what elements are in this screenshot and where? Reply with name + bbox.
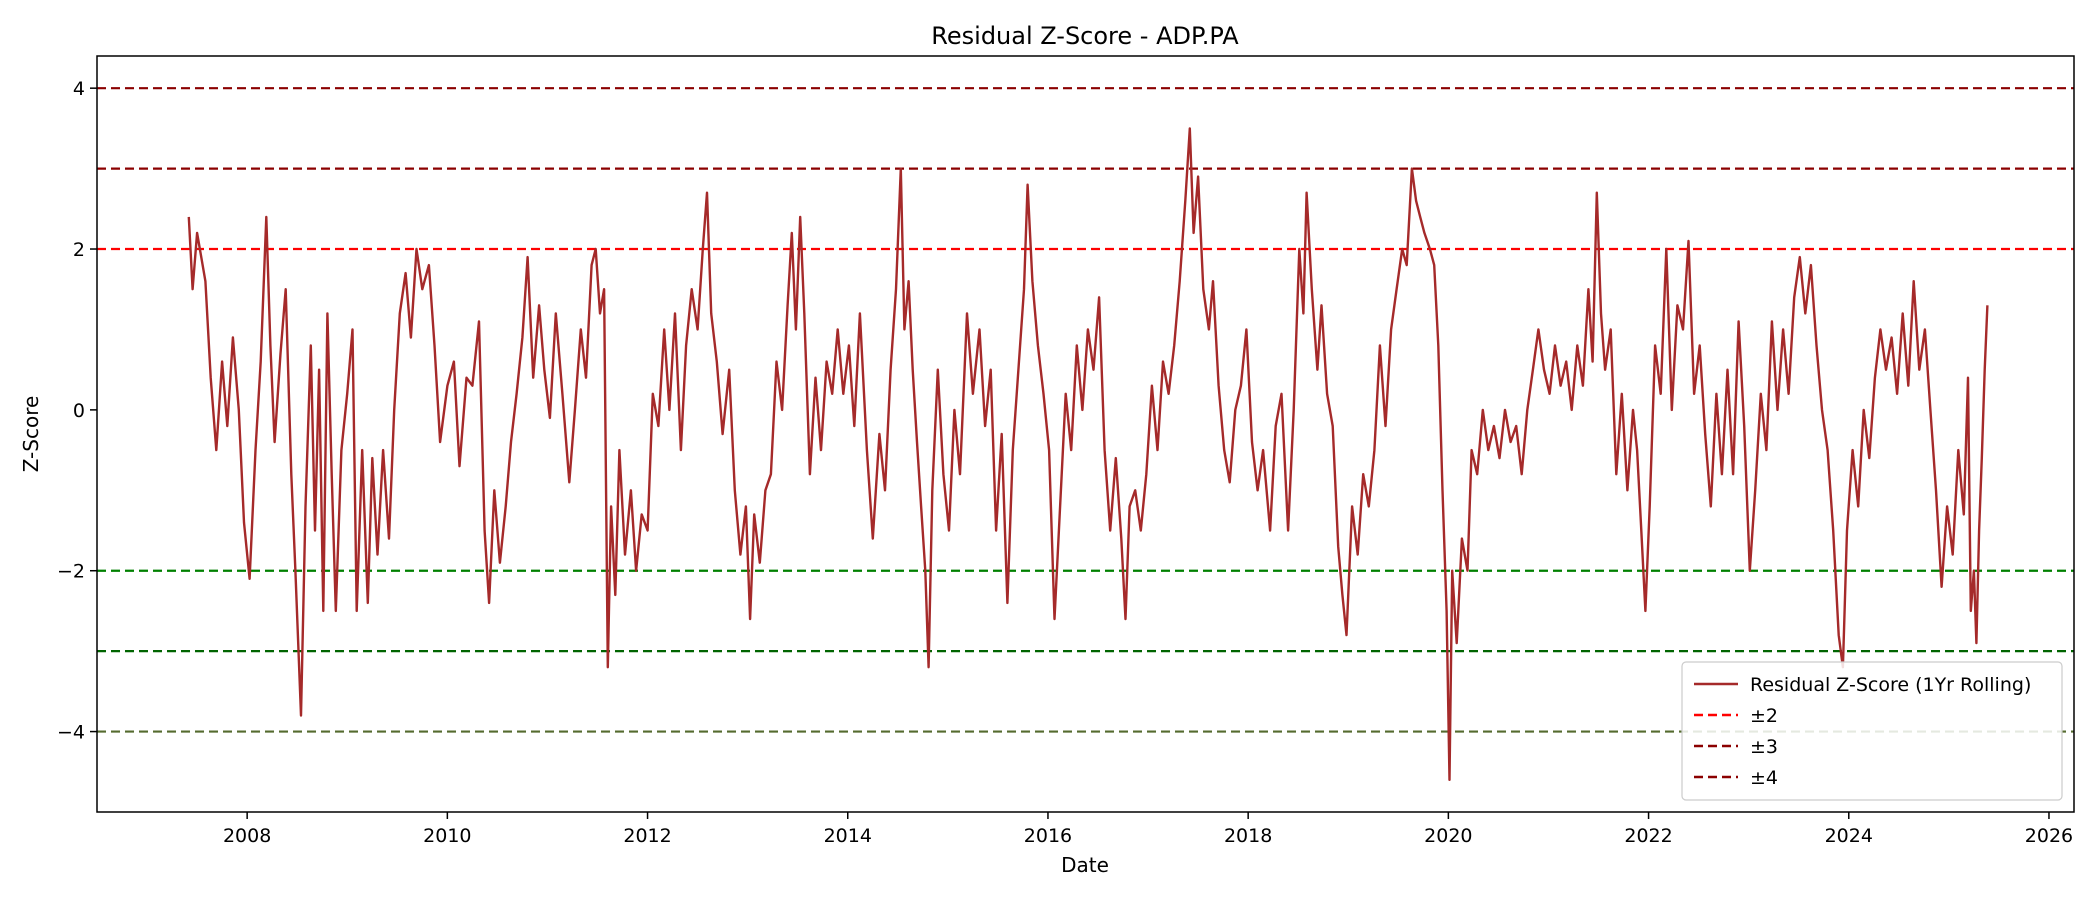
series-layer [187,127,1989,781]
legend-label: ±4 [1750,767,1778,789]
y-axis: 4 2 0 −2 −4 [57,78,97,744]
legend-label: Residual Z-Score (1Yr Rolling) [1750,674,2031,696]
x-tick-label: 2026 [2025,825,2073,847]
x-tick-label: 2022 [1624,825,1672,847]
y-tick-label: −2 [57,561,85,583]
x-tick-label: 2018 [1224,825,1272,847]
x-tick-label: 2008 [223,825,271,847]
x-tick-label: 2014 [824,825,872,847]
x-tick-label: 2024 [1825,825,1873,847]
x-axis: 2008 2010 2012 2014 2016 2018 2020 2022 2024 2026 [223,812,2073,847]
y-tick-label: 2 [73,239,85,261]
x-tick-label: 2010 [423,825,471,847]
y-tick-label: 4 [73,78,85,100]
x-tick-label: 2020 [1424,825,1472,847]
series-line [187,127,1989,781]
x-tick-label: 2016 [1024,825,1072,847]
x-tick-label: 2012 [623,825,671,847]
legend: Residual Z-Score (1Yr Rolling) ±2 ±3 ±4 [1681,661,2063,801]
x-axis-label: Date [1061,853,1109,877]
chart-title: Residual Z-Score - ADP.PA [931,22,1239,50]
y-tick-label: −4 [57,722,85,744]
y-axis-label: Z-Score [19,396,43,473]
legend-label: ±3 [1750,736,1778,758]
y-tick-label: 0 [73,400,85,422]
plot-area-frame [96,55,2075,813]
legend-label: ±2 [1750,705,1778,727]
threshold-lines [97,87,2074,733]
legend-box [1681,661,2063,801]
